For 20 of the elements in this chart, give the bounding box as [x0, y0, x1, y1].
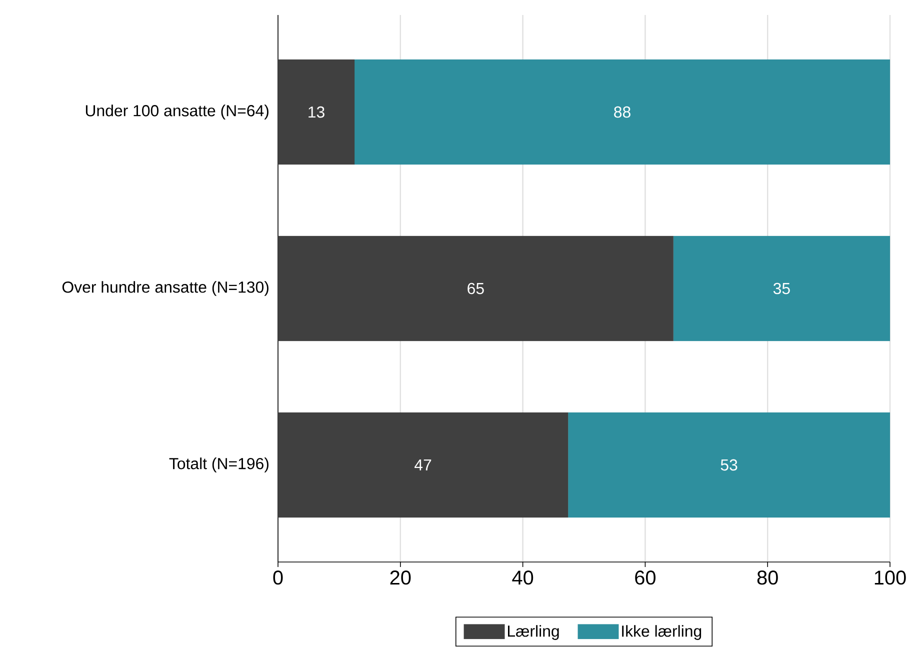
bar [354, 59, 890, 165]
legend-label: Lærling [508, 625, 559, 640]
x-tick-label: 80 [757, 570, 778, 585]
y-tick-label: Totalt (N=196) [169, 458, 268, 472]
data-label: 53 [720, 459, 738, 471]
x-tick-label: 40 [512, 570, 534, 585]
data-label: 88 [614, 106, 630, 118]
x-tick-label: 60 [635, 570, 656, 585]
x-tick-label: 0 [273, 570, 283, 585]
legend-label: Ikke lærling [622, 625, 702, 640]
x-tick-label: 20 [390, 570, 411, 585]
data-label: 47 [414, 459, 432, 470]
data-label: 13 [308, 106, 324, 118]
y-tick-label: Over hundre ansatte (N=130) [62, 281, 268, 296]
bar [568, 412, 890, 518]
data-label: 35 [773, 282, 790, 294]
bar [673, 236, 890, 342]
y-tick-label: Under 100 ansatte (N=64) [86, 104, 268, 120]
x-tick-label: 100 [874, 570, 906, 585]
data-label: 65 [468, 282, 484, 294]
